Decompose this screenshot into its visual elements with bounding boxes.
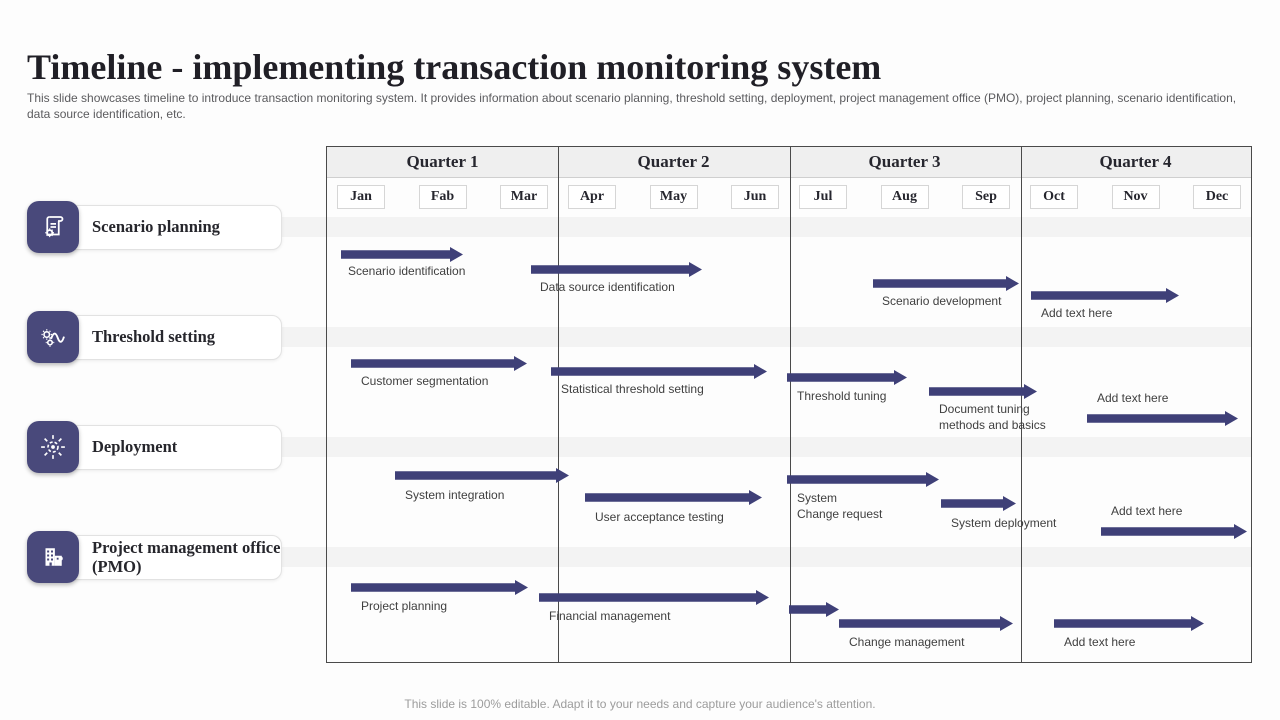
quarter-divider [790, 147, 791, 662]
task-bar [941, 496, 1016, 511]
task-bar[interactable] [1031, 288, 1179, 303]
category-icon-tile [27, 311, 79, 363]
task-bar [929, 384, 1037, 399]
task-label: Threshold tuning [797, 389, 887, 403]
task-label: Data source identification [540, 280, 675, 294]
task-bar [839, 616, 1013, 631]
month-cell: Jul [799, 184, 847, 209]
slide-subtitle: This slide showcases timeline to introdu… [27, 91, 1237, 122]
month-cell: Dec [1193, 184, 1241, 209]
task-label: Financial management [549, 609, 671, 623]
month-cell: Apr [568, 184, 616, 209]
task-label: Scenario development [882, 294, 1002, 308]
category-label: Threshold setting [92, 327, 216, 347]
category-label: Scenario planning [92, 217, 220, 237]
task-bar [585, 490, 762, 505]
task-placeholder-label[interactable]: Add text here [1111, 504, 1183, 518]
quarter-header: Quarter 2 [637, 152, 710, 171]
page-title: Timeline - implementing transaction moni… [27, 47, 882, 88]
building-icon [38, 542, 68, 572]
category-label: Deployment [92, 437, 178, 457]
category-card-gears-wave: Threshold setting [55, 315, 282, 360]
task-bar [341, 247, 463, 262]
task-label: System Change request [797, 491, 883, 521]
quarter-header: Quarter 1 [406, 152, 479, 171]
document-gear-icon [38, 212, 68, 242]
month-header-row: Jan Fab Mar Apr May Jun Jul Aug Sep Oct Nov Dec [327, 178, 1251, 215]
task-label: Document tuning methods and basics [939, 402, 1046, 432]
task-label: Scenario identification [348, 264, 466, 278]
category-card-document-gear: Scenario planning [55, 205, 282, 250]
task-bar [351, 356, 527, 371]
quarter-divider [558, 147, 559, 662]
task-bar[interactable] [1101, 524, 1247, 539]
month-group: Oct Nov Dec [1020, 178, 1251, 215]
gears-wave-icon [38, 322, 68, 352]
month-cell: Nov [1111, 184, 1160, 209]
task-bars-layer: Scenario identification Data source ident… [327, 147, 1251, 662]
month-cell: Mar [500, 184, 548, 209]
task-bar [351, 580, 528, 595]
task-bar[interactable] [1087, 411, 1238, 426]
gear-rays-icon [38, 432, 68, 462]
task-label: Change management [849, 635, 965, 649]
month-cell: Fab [418, 184, 467, 209]
category-card-gear-rays: Deployment [55, 425, 282, 470]
row-band [40, 217, 1252, 237]
category-icon-tile [27, 421, 79, 473]
category-icon-tile [27, 531, 79, 583]
task-bar [531, 262, 702, 277]
month-cell: Aug [880, 184, 929, 209]
month-cell: Sep [962, 184, 1010, 209]
task-placeholder-label[interactable]: Add text here [1097, 391, 1169, 405]
task-bar [789, 602, 839, 617]
task-bar [873, 276, 1019, 291]
task-bar [787, 472, 939, 487]
task-bar [539, 590, 769, 605]
quarter-divider [1021, 147, 1022, 662]
task-bar [551, 364, 767, 379]
month-cell: Jan [337, 184, 385, 209]
task-label: User acceptance testing [595, 510, 724, 524]
category-label: Project management office (PMO) [92, 537, 281, 576]
task-label: Statistical threshold setting [561, 382, 704, 396]
task-bar [395, 468, 569, 483]
task-label: System deployment [951, 516, 1057, 530]
task-bar [787, 370, 907, 385]
month-group: Jul Aug Sep [789, 178, 1020, 215]
month-cell: Jun [731, 184, 779, 209]
row-band [40, 327, 1252, 347]
month-group: Jan Fab Mar [327, 178, 558, 215]
task-placeholder-label[interactable]: Add text here [1064, 635, 1136, 649]
category-card-building: Project management office (PMO) [55, 535, 282, 580]
quarter-header: Quarter 4 [1099, 152, 1172, 171]
task-label: System integration [405, 488, 505, 502]
month-cell: May [649, 184, 698, 209]
slide-footer-note: This slide is 100% editable. Adapt it to… [404, 697, 876, 711]
task-bar[interactable] [1054, 616, 1204, 631]
quarter-header-row: Quarter 1 Quarter 2 Quarter 3 Quarter 4 [327, 147, 1251, 178]
category-icon-tile [27, 201, 79, 253]
month-cell: Oct [1030, 184, 1078, 209]
task-label: Customer segmentation [361, 374, 489, 388]
task-label: Project planning [361, 599, 448, 613]
row-band [40, 547, 1252, 567]
task-placeholder-label[interactable]: Add text here [1041, 306, 1113, 320]
month-group: Apr May Jun [558, 178, 789, 215]
gantt-chart: Quarter 1 Quarter 2 Quarter 3 Quarter 4 Jan… [326, 146, 1252, 663]
row-band [40, 437, 1252, 457]
quarter-header: Quarter 3 [868, 152, 941, 171]
